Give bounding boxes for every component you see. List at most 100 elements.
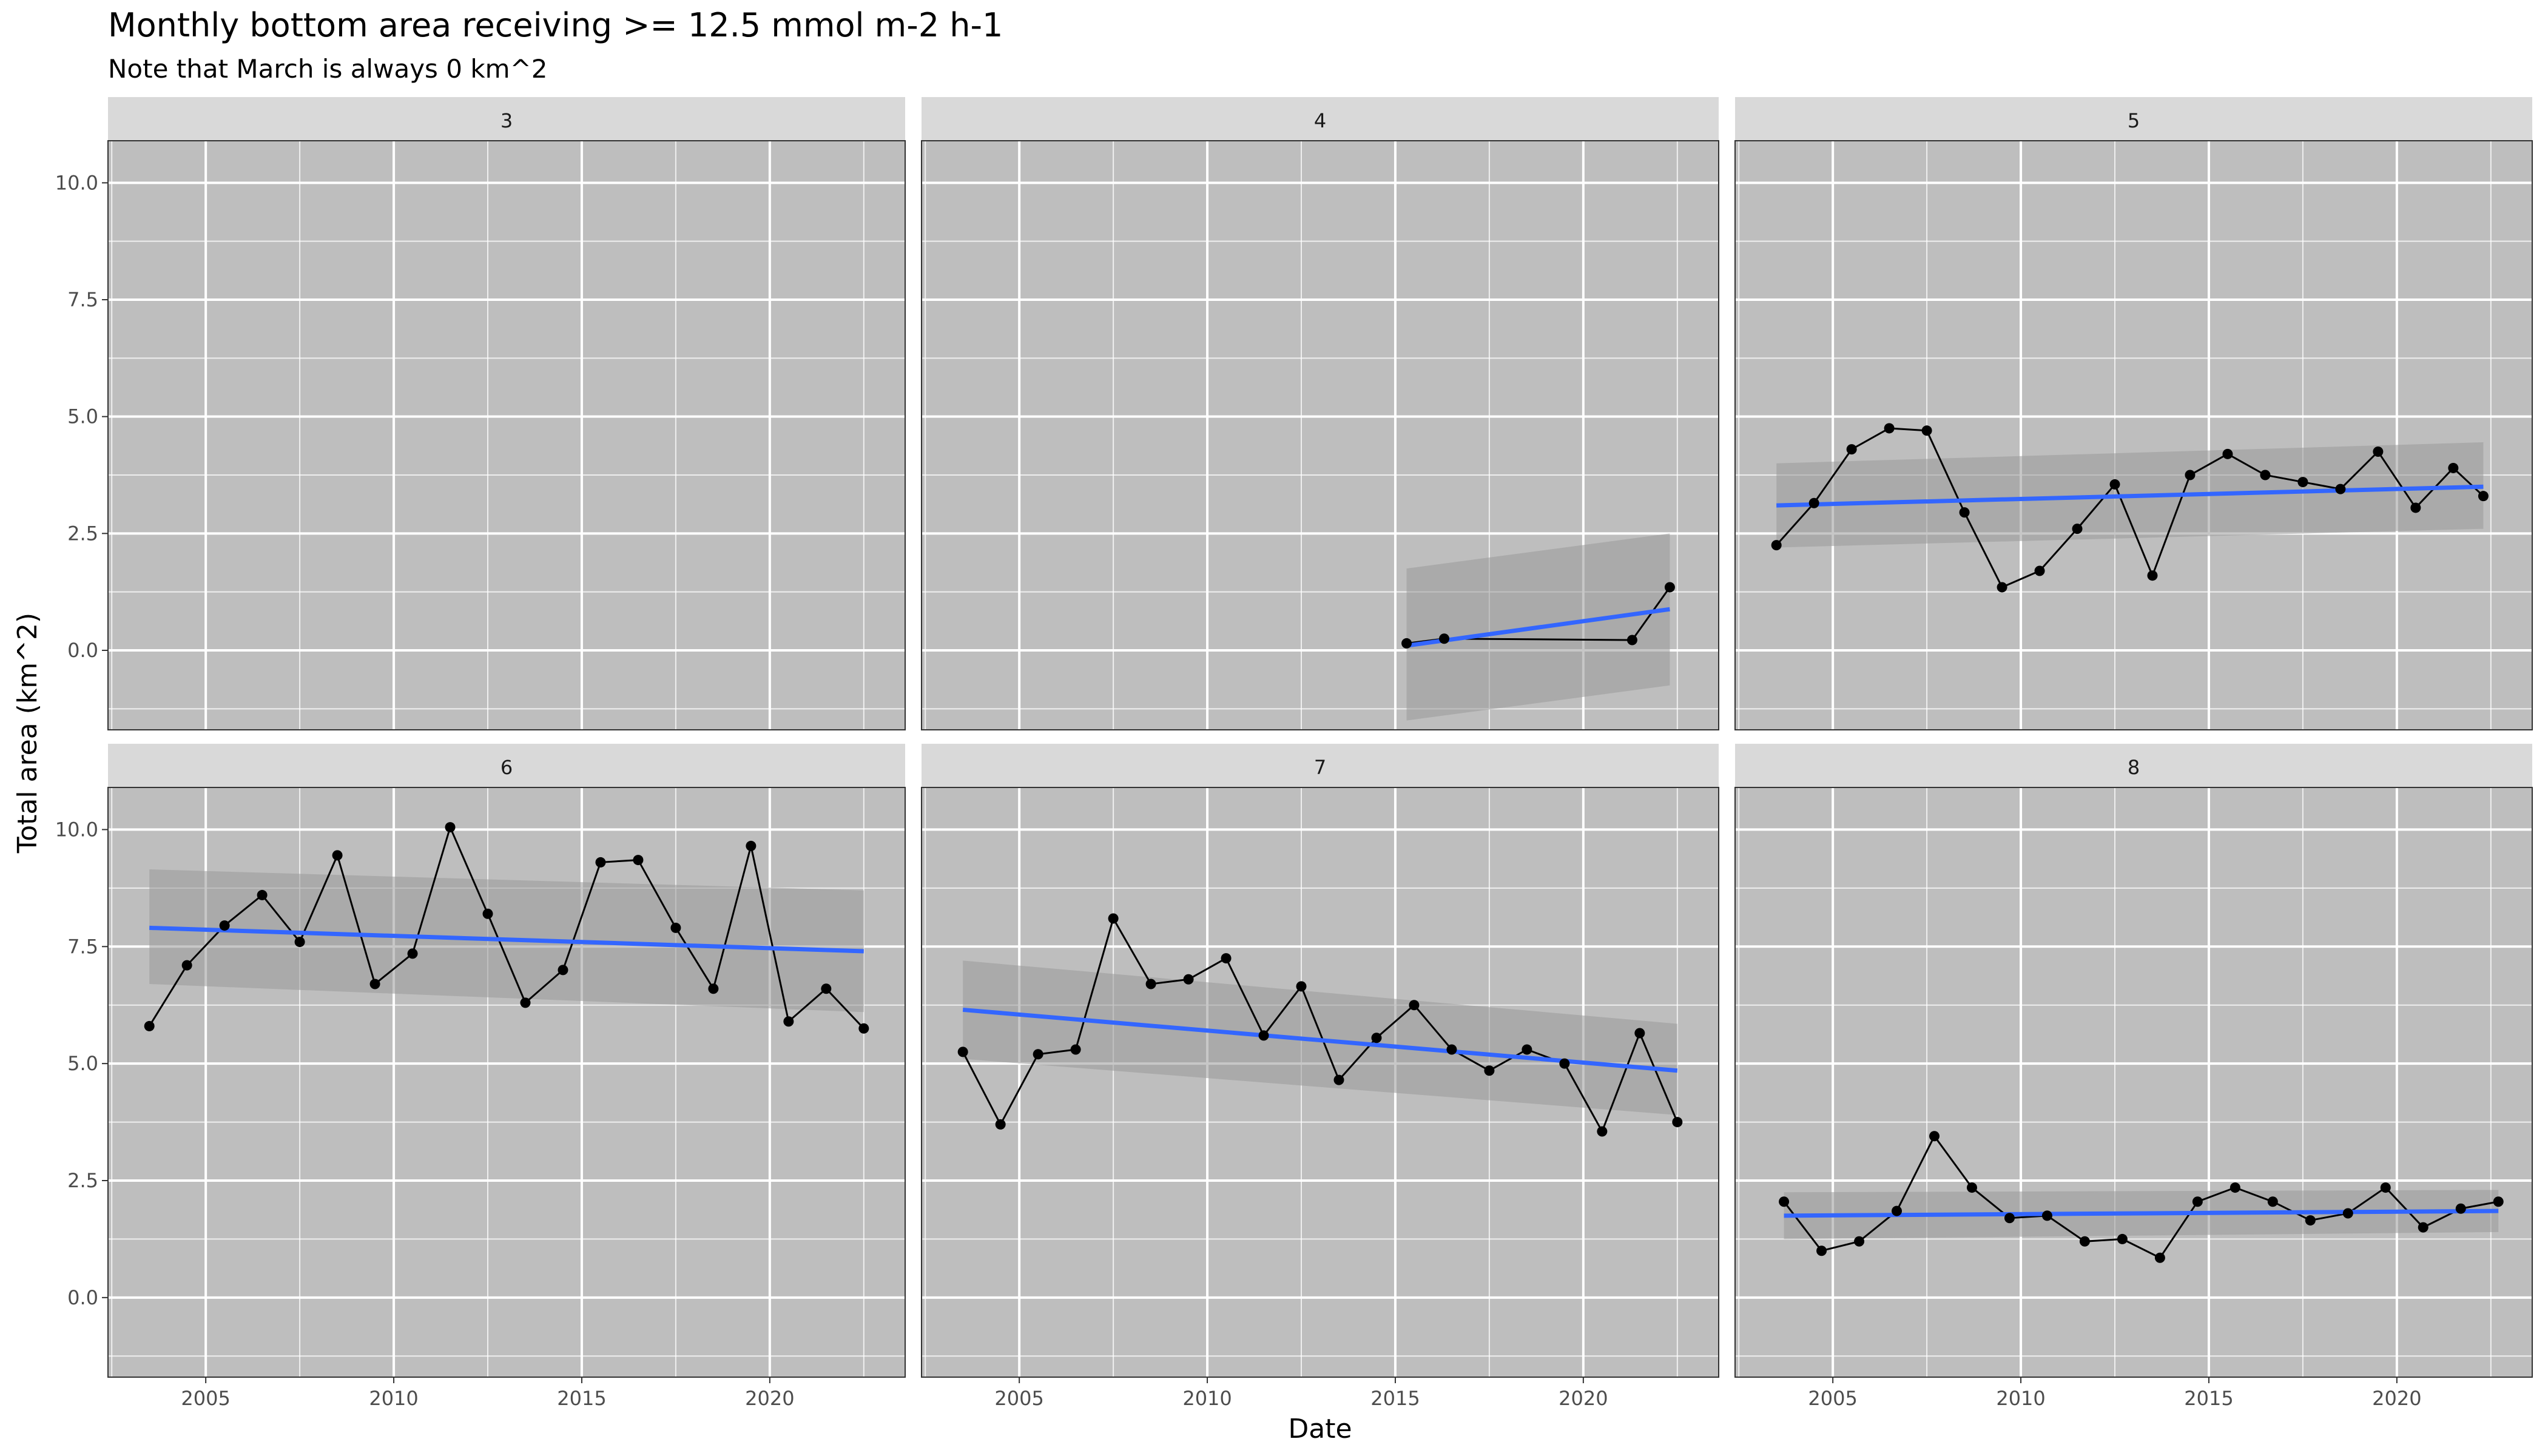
data-point — [558, 965, 568, 976]
y-tick-label: 5.0 — [67, 405, 98, 428]
facet-strip — [108, 97, 905, 141]
panel-border — [107, 787, 906, 1378]
data-point — [1884, 423, 1895, 434]
data-point — [1371, 1033, 1382, 1043]
data-point — [1409, 1000, 1420, 1011]
data-point — [2072, 524, 2083, 534]
trend-line — [149, 925, 864, 954]
panel-background — [108, 141, 905, 730]
data-point — [2154, 1252, 2165, 1263]
data-point — [2380, 1182, 2391, 1193]
y-tick-label: 0.0 — [67, 639, 98, 662]
data-point — [1296, 981, 1307, 992]
data-point — [746, 840, 757, 851]
data-point — [294, 937, 305, 948]
data-point — [1854, 1236, 1865, 1247]
confidence-band — [963, 960, 1677, 1115]
panel-background — [1735, 141, 2532, 730]
trend-line — [1776, 484, 2484, 508]
data-point — [1145, 979, 1156, 989]
y-axis-label: Total area (km^2) — [12, 613, 43, 854]
facet-panel-8: 8 2005 2010 2015 2020 — [1734, 744, 2533, 1410]
panel-border — [921, 140, 1719, 730]
data-point — [670, 922, 681, 933]
x-tick-label: 2005 — [1808, 1387, 1857, 1410]
data-point — [1446, 1044, 1457, 1055]
data-point — [407, 948, 418, 959]
data-point — [1664, 582, 1675, 593]
facet-strip-label: 5 — [2128, 109, 2140, 132]
facet-panel-6: 6 0.0 2.5 5.0 7.5 10.0 2005 2010 2015 2020 — [55, 744, 906, 1410]
x-axis-label: Date — [1288, 1414, 1352, 1444]
panel-border — [1734, 787, 2533, 1378]
data-point — [1484, 1065, 1495, 1076]
data-point — [595, 857, 606, 868]
facet-strip-label: 8 — [2128, 756, 2140, 779]
x-tick-label: 2015 — [2184, 1387, 2233, 1410]
data-point — [181, 960, 192, 971]
y-tick-label: 10.0 — [55, 818, 98, 841]
data-point — [2079, 1236, 2090, 1247]
y-tick-label: 0.0 — [67, 1286, 98, 1309]
data-point — [1597, 1126, 1608, 1137]
data-point — [1108, 913, 1119, 924]
data-point — [2267, 1196, 2278, 1207]
data-point — [257, 889, 268, 900]
data-point — [1892, 1205, 1903, 1216]
data-point — [2222, 448, 2233, 459]
data-point — [2192, 1196, 2203, 1207]
data-point — [1929, 1131, 1940, 1142]
data-point — [2041, 1210, 2052, 1221]
data-point — [1672, 1117, 1683, 1128]
data-point — [1626, 635, 1637, 645]
data-point — [1522, 1044, 1532, 1055]
facet-panels: 3 0.0 2.5 5.0 7.5 10.0 4 5 6 0.0 2.5 5.0 7.5 10.0 2005… — [55, 97, 2533, 1410]
data-point — [520, 997, 531, 1008]
series-line — [1776, 427, 2484, 588]
data-point — [1183, 974, 1194, 985]
data-point — [1771, 540, 1782, 551]
series-line — [148, 824, 864, 1030]
x-tick-label: 2005 — [181, 1387, 230, 1410]
y-tick-label: 10.0 — [55, 171, 98, 194]
data-point — [1997, 582, 2007, 593]
data-point — [1221, 953, 1232, 964]
data-point — [1808, 497, 1819, 508]
facet-strip-label: 7 — [1314, 756, 1326, 779]
panel-border — [921, 787, 1719, 1378]
y-tick-label: 5.0 — [67, 1052, 98, 1075]
x-tick-label: 2020 — [2372, 1387, 2421, 1410]
data-point — [369, 979, 380, 989]
data-point — [1070, 1044, 1081, 1055]
facet-strip — [922, 744, 1719, 787]
y-tick-label: 7.5 — [67, 935, 98, 958]
data-point — [821, 983, 832, 994]
x-tick-label: 2010 — [1996, 1387, 2045, 1410]
facet-strip-label: 4 — [1314, 109, 1326, 132]
x-tick-label: 2020 — [1559, 1387, 1608, 1410]
x-tick-label: 2005 — [994, 1387, 1043, 1410]
data-point — [2185, 470, 2196, 480]
data-point — [2410, 502, 2421, 513]
trend-line — [1784, 1208, 2499, 1218]
trend-line — [962, 1007, 1678, 1073]
data-point — [2034, 565, 2045, 576]
facet-panel-4: 4 — [921, 97, 1719, 730]
chart-subtitle: Note that March is always 0 km^2 — [108, 54, 548, 84]
data-point — [1816, 1245, 1827, 1256]
data-point — [2373, 446, 2384, 457]
facet-strip — [1735, 744, 2532, 787]
facet-strip-label: 3 — [500, 109, 513, 132]
x-tick-label: 2010 — [369, 1387, 418, 1410]
data-point — [2455, 1203, 2466, 1214]
panel-border — [107, 140, 906, 730]
trend-line — [1406, 607, 1670, 648]
facet-strip-label: 6 — [500, 756, 513, 779]
data-point — [2117, 1233, 2128, 1244]
data-point — [1033, 1049, 1043, 1060]
data-point — [2342, 1208, 2353, 1219]
data-point — [2147, 570, 2158, 581]
data-point — [783, 1016, 794, 1027]
data-point — [2478, 491, 2489, 502]
